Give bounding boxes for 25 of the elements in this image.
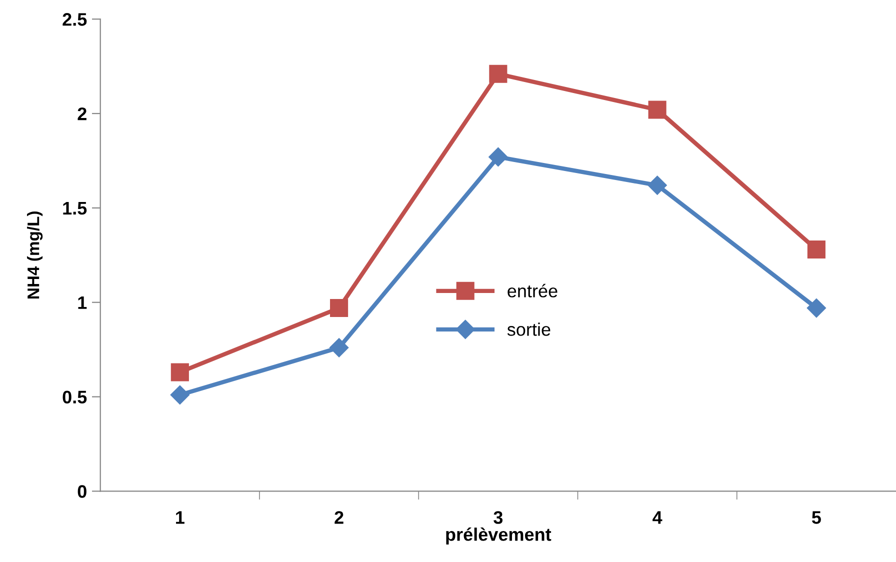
- x-tick-label: 5: [812, 511, 821, 524]
- x-tick-label: 1: [176, 511, 184, 524]
- point: [648, 176, 667, 195]
- y-tick-label: 1.5: [63, 202, 87, 215]
- point: [488, 147, 508, 166]
- point: [806, 298, 826, 318]
- point: [330, 298, 348, 318]
- x-tick-label: 2: [334, 511, 344, 524]
- y-tick-label: 2: [78, 107, 86, 120]
- x-tick-label: 3: [494, 511, 503, 524]
- point: [330, 338, 349, 358]
- point: [170, 385, 190, 404]
- legend-label: entrée: [508, 284, 558, 298]
- x-axis-title: prélèvement: [446, 527, 552, 544]
- x-tick-label: 4: [652, 511, 662, 524]
- point: [648, 100, 666, 119]
- point: [807, 240, 826, 259]
- y-tick-label: 0.5: [62, 390, 87, 404]
- legend-label: sortie: [507, 322, 550, 336]
- point: [489, 64, 508, 83]
- y-tick-label: 1: [78, 296, 87, 309]
- point: [170, 363, 189, 382]
- y-tick-label: 0: [78, 485, 86, 498]
- y-axis-title: NH4 (mg/L): [27, 212, 43, 298]
- y-tick-label: 2.5: [62, 13, 87, 26]
